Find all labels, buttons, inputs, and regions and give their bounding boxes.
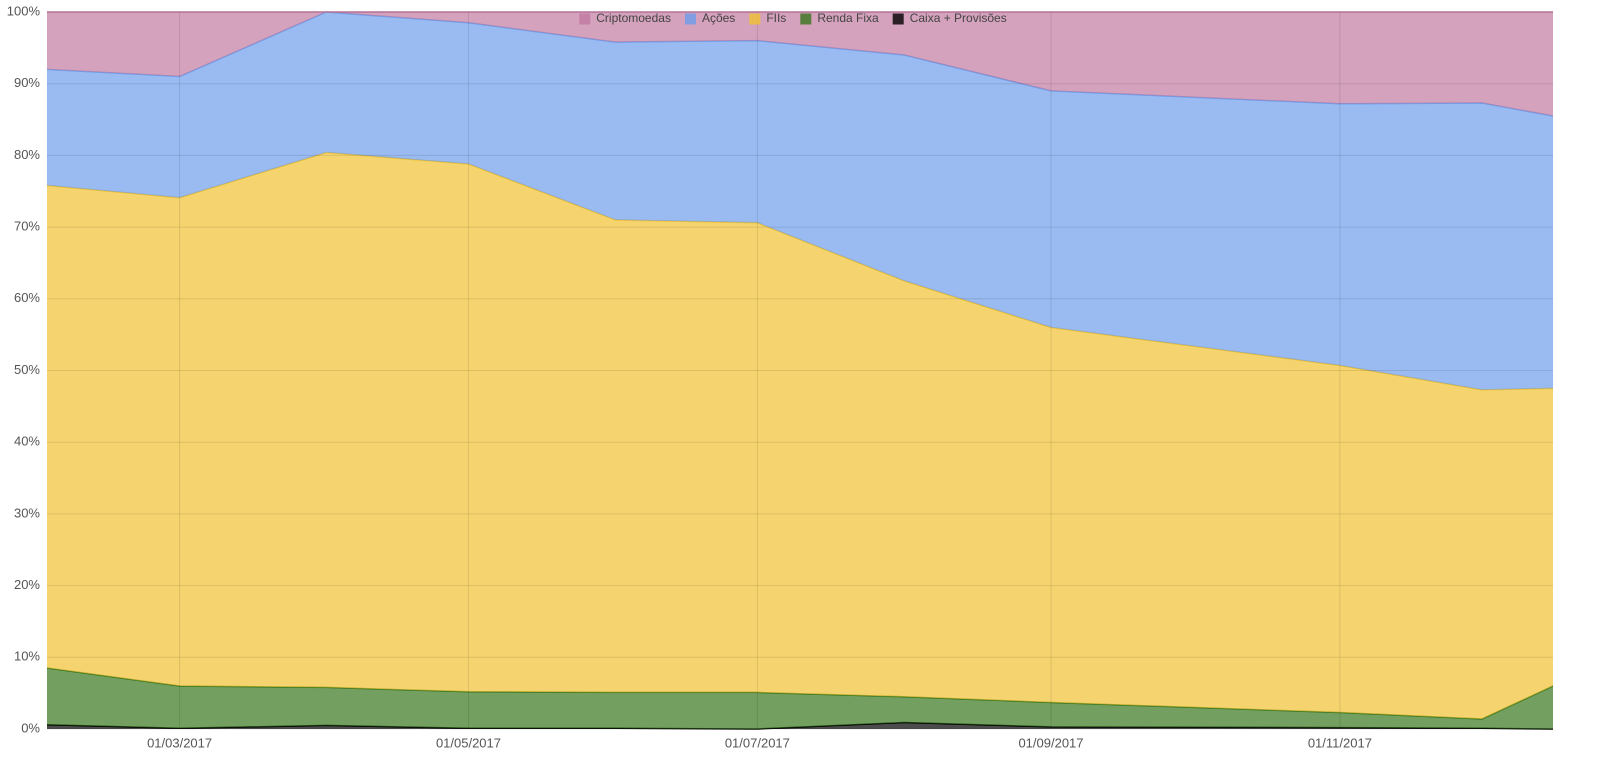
x-tick-label: 01/07/2017 <box>725 735 790 750</box>
y-tick-label: 60% <box>14 290 40 305</box>
area <box>47 152 1553 719</box>
legend-label: Caixa + Provisões <box>910 11 1007 25</box>
y-tick-label: 20% <box>14 577 40 592</box>
y-tick-label: 80% <box>14 147 40 162</box>
y-tick-label: 70% <box>14 219 40 234</box>
legend-swatch <box>800 13 812 25</box>
legend-swatch <box>684 13 696 25</box>
legend-swatch <box>749 13 761 25</box>
area <box>47 668 1553 729</box>
x-tick-label: 01/05/2017 <box>436 735 501 750</box>
x-tick-label: 01/11/2017 <box>1308 735 1372 750</box>
y-tick-label: 90% <box>14 75 40 90</box>
y-tick-label: 30% <box>14 505 40 520</box>
area <box>47 12 1553 390</box>
legend-label: FIIs <box>766 11 786 25</box>
legend-swatch <box>579 13 591 25</box>
y-tick-label: 0% <box>21 720 40 735</box>
area <box>47 12 1553 116</box>
legend: Criptomoedas Ações FIIs Renda Fixa Caixa + P… <box>579 11 1007 25</box>
y-tick-label: 100% <box>7 3 41 18</box>
legend-swatch <box>892 13 904 25</box>
legend-label: Criptomoedas <box>596 11 671 25</box>
y-tick-label: 40% <box>14 434 40 449</box>
legend-label: Ações <box>702 11 735 25</box>
legend-label: Renda Fixa <box>817 11 879 25</box>
y-tick-label: 50% <box>14 362 40 377</box>
x-tick-label: 01/09/2017 <box>1018 735 1083 750</box>
x-tick-label: 01/03/2017 <box>147 735 212 750</box>
y-tick-label: 10% <box>14 649 40 664</box>
areas <box>46 11 1554 730</box>
